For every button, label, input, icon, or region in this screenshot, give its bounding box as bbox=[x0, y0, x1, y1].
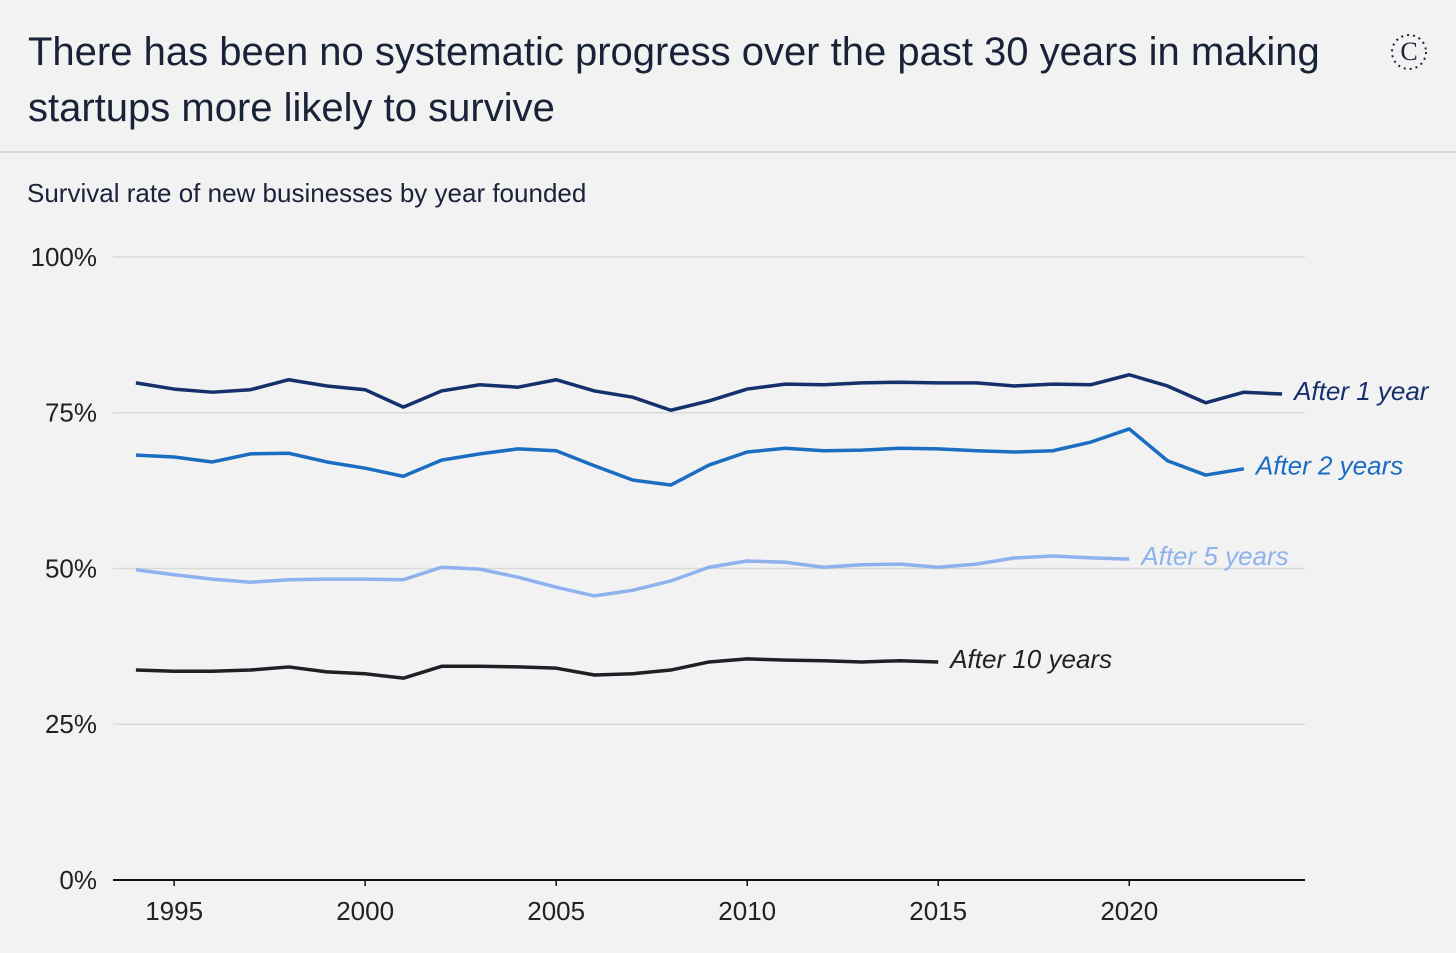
y-tick-label: 100% bbox=[31, 242, 98, 272]
series-label: After 10 years bbox=[948, 644, 1112, 674]
chart-subtitle: Survival rate of new businesses by year … bbox=[27, 178, 586, 208]
y-tick-label: 50% bbox=[45, 553, 97, 583]
y-tick-label: 25% bbox=[45, 709, 97, 739]
series-label: After 1 year bbox=[1292, 376, 1430, 406]
series-line bbox=[135, 427, 1245, 487]
series-line bbox=[135, 554, 1130, 598]
y-tick-label: 75% bbox=[45, 398, 97, 428]
series-label: After 5 years bbox=[1139, 541, 1288, 571]
x-tick-label: 1995 bbox=[145, 896, 203, 926]
series-line bbox=[135, 657, 939, 680]
x-tick-label: 2005 bbox=[527, 896, 585, 926]
logo-letter: C bbox=[1400, 37, 1417, 66]
y-tick-label: 0% bbox=[59, 865, 97, 895]
series-label: After 2 years bbox=[1254, 451, 1403, 481]
x-tick-label: 2015 bbox=[909, 896, 967, 926]
chart-title: There has been no systematic progress ov… bbox=[28, 30, 1320, 130]
x-tick-label: 2020 bbox=[1100, 896, 1158, 926]
x-tick-label: 2000 bbox=[336, 896, 394, 926]
logo: C bbox=[1391, 34, 1427, 70]
x-tick-label: 2010 bbox=[718, 896, 776, 926]
series-line bbox=[135, 372, 1283, 413]
